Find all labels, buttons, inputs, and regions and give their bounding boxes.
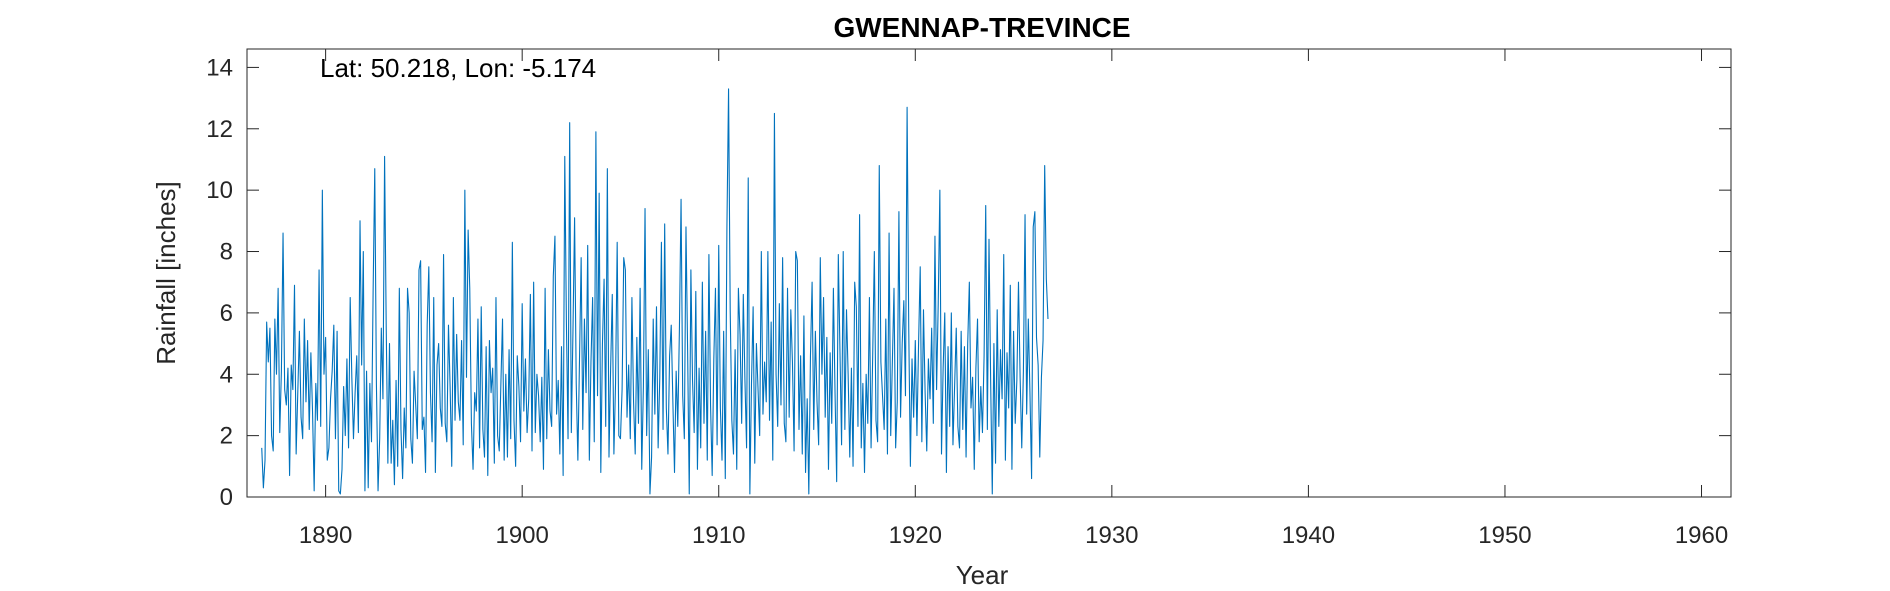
plot-area-frame: [246, 48, 1732, 498]
chart-title: GWENNAP-TREVINCE: [833, 12, 1130, 43]
x-tick-label: 1930: [1085, 522, 1138, 549]
y-tick-label: 4: [220, 361, 233, 388]
y-tick-label: 12: [206, 116, 233, 143]
y-axis-ticks: 0 2 4 6 8 10 12 14: [206, 54, 1731, 511]
x-tick-label: 1900: [495, 522, 548, 549]
y-tick-label: 6: [220, 300, 233, 327]
x-axis-ticks: 1890 1900 1910 1920 1930 1940 1950 1960: [299, 49, 1728, 549]
y-tick-label: 8: [220, 239, 233, 266]
series-line-0: [261, 88, 1049, 495]
x-tick-label: 1910: [692, 522, 745, 549]
series-group: [261, 88, 1049, 495]
x-axis-label: Year: [956, 560, 1009, 590]
x-tick-label: 1920: [889, 522, 942, 549]
x-tick-label: 1960: [1675, 522, 1728, 549]
y-axis-label: Rainfall [inches]: [151, 181, 181, 365]
x-tick-label: 1950: [1478, 522, 1531, 549]
y-tick-label: 0: [220, 484, 233, 511]
y-tick-label: 10: [206, 177, 233, 204]
y-tick-label: 14: [206, 54, 233, 81]
x-tick-label: 1940: [1282, 522, 1335, 549]
location-annotation: Lat: 50.218, Lon: -5.174: [320, 53, 596, 83]
y-tick-label: 2: [220, 423, 233, 450]
x-tick-label: 1890: [299, 522, 352, 549]
